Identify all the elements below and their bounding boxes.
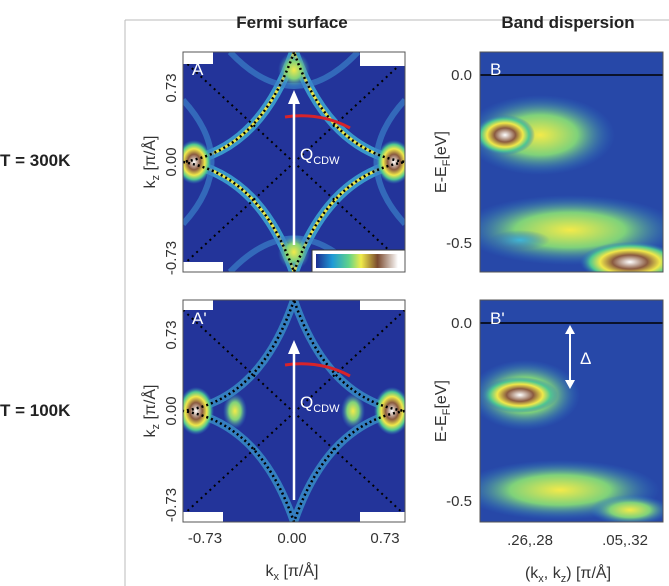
axis-title: E-EF[eV] (433, 380, 453, 442)
tick-label: 0.00 (277, 530, 306, 547)
panel-border (182, 51, 406, 273)
axis-title: ) [π/Å] (566, 563, 611, 582)
column-header: Fermi surface (236, 13, 348, 32)
annotation: QCDW (300, 393, 340, 415)
axis-title: z (150, 424, 162, 430)
tick-label: 0.0 (451, 67, 472, 84)
annotation: CDW (313, 155, 340, 167)
axis-title: [π/Å] (140, 385, 159, 425)
panel-label: A' (192, 309, 207, 328)
panel-border (479, 299, 664, 523)
axis-title: F (441, 159, 453, 166)
axis-title: [π/Å] (140, 136, 159, 176)
axis-title: F (441, 408, 453, 415)
axis-title: (kx, kz) [π/Å] (525, 563, 611, 585)
column-header: Band dispersion (501, 13, 634, 32)
tick-label: .05,.32 (602, 532, 648, 549)
dispersion-map (480, 300, 663, 522)
tick-label: 0.73 (370, 530, 399, 547)
tick-label: -0.73 (188, 530, 222, 547)
axis-title: kz [π/Å] (140, 136, 162, 189)
tick-label: -0.73 (163, 488, 180, 522)
axis-title: k (142, 429, 159, 438)
annotation: QCDW (300, 145, 340, 167)
tick-label: -0.73 (163, 241, 180, 275)
annotation: CDW (313, 403, 340, 415)
panel-label: B (490, 60, 501, 79)
axis-title: k (266, 563, 275, 580)
axis-title: z (150, 175, 162, 181)
fermi-map (183, 300, 405, 522)
tick-label: 0.00 (163, 147, 180, 176)
panel-border (182, 299, 406, 523)
axis-title: [eV] (433, 380, 450, 408)
axis-title: x (538, 573, 544, 585)
tick-label: 0.00 (163, 396, 180, 425)
axis-title: [π/Å] (279, 561, 319, 580)
axis-title: , k (544, 565, 562, 582)
panel-label: A (192, 60, 204, 79)
annotation: Q (300, 393, 313, 412)
axis-title: x (274, 571, 280, 583)
row-label: T = 300K (0, 151, 71, 170)
dispersion-map (480, 52, 663, 272)
axis-title: E-E (433, 166, 450, 193)
tick-label: -0.5 (446, 493, 472, 510)
tick-label: .26,.28 (507, 532, 553, 549)
tick-group: 0.73 0.00 -0.73 0.73 0.00 -0.73 0.0 -0.5… (163, 67, 648, 549)
row-label: T = 100K (0, 401, 71, 420)
tick-label: 0.0 (451, 315, 472, 332)
fermi-map (183, 52, 405, 272)
panel-border (479, 51, 664, 273)
axis-title: kx [π/Å] (266, 561, 319, 583)
annotation: Q (300, 145, 313, 164)
axis-title: z (561, 573, 567, 585)
axis-title: [eV] (433, 131, 450, 159)
tick-label: 0.73 (163, 73, 180, 102)
axis-title: kz [π/Å] (140, 385, 162, 438)
axis-title: E-EF[eV] (433, 131, 453, 193)
tick-label: 0.73 (163, 320, 180, 349)
axis-title: (k (525, 565, 539, 582)
annotation: Δ (580, 349, 591, 368)
axis-title: k (142, 180, 159, 189)
panel-label: B' (490, 309, 505, 328)
axis-title: E-E (433, 415, 450, 442)
tick-label: -0.5 (446, 235, 472, 252)
